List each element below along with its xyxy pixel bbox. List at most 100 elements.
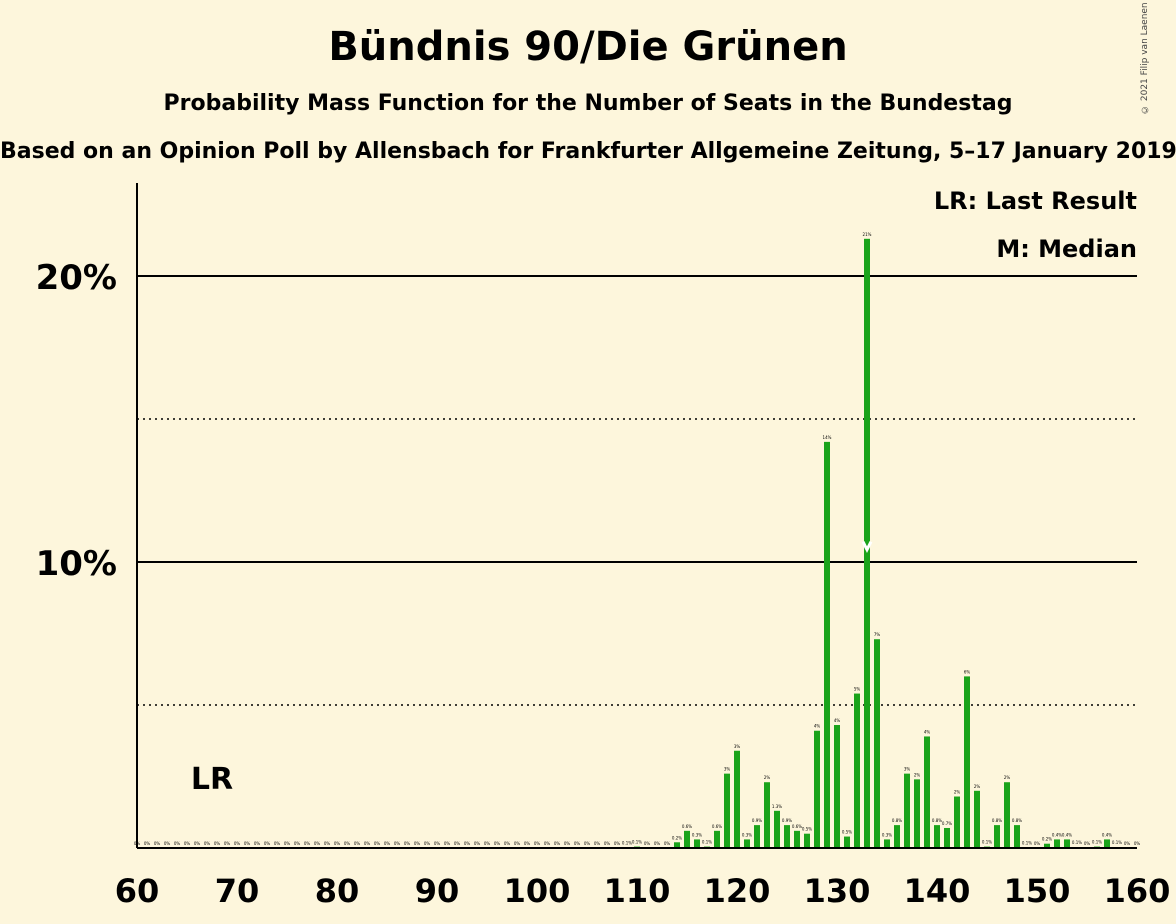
y-tick-label: 10% — [36, 544, 117, 584]
bar-value-label: 3% — [724, 767, 731, 772]
bar-value-label: 0% — [594, 841, 601, 846]
bar-value-label: 0.8% — [892, 818, 902, 823]
bar-seat-116 — [694, 839, 700, 848]
bar-value-label: 0% — [394, 841, 401, 846]
bar-value-label: 0.1% — [632, 840, 642, 845]
bar-value-label: 0% — [404, 841, 411, 846]
bar-value-label: 4% — [834, 718, 841, 723]
bar-seat-127 — [804, 833, 810, 848]
bar-value-label: 0.9% — [782, 818, 792, 823]
bar-value-label: 0% — [664, 841, 671, 846]
bar-value-label: 5% — [854, 687, 861, 692]
bar-value-label: 0% — [514, 841, 521, 846]
bar-value-label: 0% — [584, 841, 591, 846]
bar-seat-147 — [1004, 782, 1010, 848]
bar-seat-146 — [994, 825, 1000, 848]
y-tick-label: 20% — [36, 258, 117, 298]
bar-value-label: 0% — [1134, 841, 1141, 846]
bar-value-label: 0.6% — [682, 824, 692, 829]
bar-value-label: 0% — [224, 841, 231, 846]
x-tick-label: 100 — [504, 872, 571, 910]
bar-value-label: 0% — [324, 841, 331, 846]
bar-value-label: 0.8% — [1012, 818, 1022, 823]
bar-value-label: 0.8% — [932, 818, 942, 823]
bar-value-label: 0% — [214, 841, 221, 846]
bar-seat-130 — [834, 725, 840, 848]
bar-seat-119 — [724, 773, 730, 848]
bar-seat-120 — [734, 750, 740, 848]
bar-value-label: 0.7% — [942, 821, 952, 826]
bar-value-label: 0% — [604, 841, 611, 846]
bar-value-label: 0% — [644, 841, 651, 846]
bar-value-label: 0.3% — [882, 832, 892, 837]
bar-seat-124 — [774, 810, 780, 848]
bar-value-label: 0.4% — [1052, 832, 1062, 837]
bar-seat-122 — [754, 825, 760, 848]
x-tick-label: 70 — [215, 872, 260, 910]
bar-value-label: 0.6% — [712, 824, 722, 829]
bar-value-label: 0.4% — [1102, 832, 1112, 837]
bar-value-label: 0.1% — [1112, 840, 1122, 845]
bar-value-label: 0% — [254, 841, 261, 846]
bar-value-label: 0% — [194, 841, 201, 846]
bar-value-label: 0% — [614, 841, 621, 846]
bar-value-label: 0% — [334, 841, 341, 846]
bar-value-label: 0% — [164, 841, 171, 846]
bar-value-label: 0% — [344, 841, 351, 846]
bar-value-label: 0% — [474, 841, 481, 846]
bar-value-label: 0% — [244, 841, 251, 846]
bar-value-label: 0.9% — [752, 818, 762, 823]
bar-value-label: 0% — [454, 841, 461, 846]
bar-value-label: 0% — [234, 841, 241, 846]
bar-value-label: 0% — [414, 841, 421, 846]
bar-value-label: 0.4% — [1062, 832, 1072, 837]
bar-value-label: 7% — [874, 632, 881, 637]
bar-seat-153 — [1064, 839, 1070, 848]
bar-value-label: 0% — [1124, 841, 1131, 846]
bar-value-label: 0% — [354, 841, 361, 846]
median-marker — [861, 541, 873, 554]
bar-seat-131 — [844, 836, 850, 848]
bar-value-label: 0% — [184, 841, 191, 846]
bar-value-label: 3% — [904, 767, 911, 772]
bar-seat-114 — [674, 842, 680, 848]
bar-value-label: 0% — [654, 841, 661, 846]
bar-value-label: 0.3% — [692, 832, 702, 837]
bar-value-label: 0% — [274, 841, 281, 846]
bar-value-label: 2% — [954, 790, 961, 795]
bar-value-label: 0% — [564, 841, 571, 846]
bar-value-label: 0% — [494, 841, 501, 846]
bar-seat-157 — [1104, 839, 1110, 848]
bar-value-label: 0.6% — [792, 824, 802, 829]
bar-value-label: 0.1% — [982, 840, 992, 845]
bar-value-label: 0% — [284, 841, 291, 846]
bar-seat-143 — [964, 676, 970, 848]
bar-seat-128 — [814, 730, 820, 848]
bar-value-label: 0% — [154, 841, 161, 846]
bar-seat-144 — [974, 790, 980, 848]
bar-seat-132 — [854, 693, 860, 848]
x-tick-label: 140 — [904, 872, 971, 910]
bar-value-label: 0% — [554, 841, 561, 846]
bar-seat-135 — [884, 839, 890, 848]
last-result-label: LR — [191, 762, 233, 797]
bar-value-label: 0% — [144, 841, 151, 846]
bar-value-label: 0% — [174, 841, 181, 846]
bar-value-label: 0% — [1034, 841, 1041, 846]
bar-seat-121 — [744, 839, 750, 848]
bar-value-label: 1.3% — [772, 804, 782, 809]
x-tick-label: 110 — [604, 872, 671, 910]
bar-value-label: 0% — [484, 841, 491, 846]
bar-seat-138 — [914, 779, 920, 848]
x-tick-label: 160 — [1104, 872, 1171, 910]
bar-value-label: 0% — [444, 841, 451, 846]
bar-value-label: 0% — [544, 841, 551, 846]
bar-value-label: 0% — [314, 841, 321, 846]
legend-entry: M: Median — [996, 235, 1137, 263]
bar-value-label: 0% — [524, 841, 531, 846]
bar-seat-141 — [944, 827, 950, 848]
x-tick-label: 60 — [115, 872, 160, 910]
bar-value-label: 2% — [914, 772, 921, 777]
bar-seat-148 — [1014, 825, 1020, 848]
bar-value-label: 0% — [374, 841, 381, 846]
